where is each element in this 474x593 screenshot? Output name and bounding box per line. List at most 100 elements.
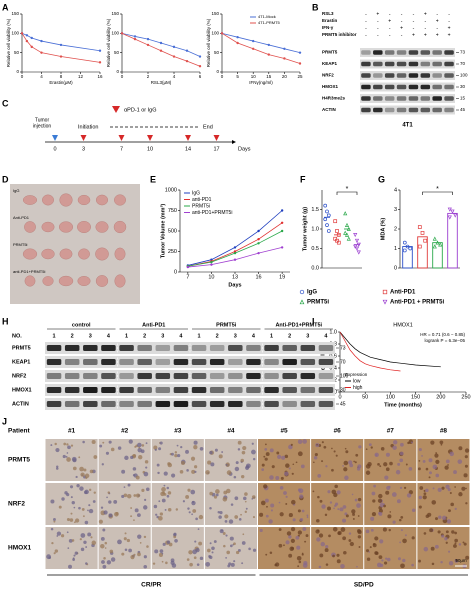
ihc-texture: [240, 458, 245, 463]
ihc-texture: [457, 459, 463, 464]
series-line: [221, 32, 301, 54]
ihc-texture: [373, 484, 377, 488]
ihc-texture: [194, 470, 197, 474]
ihc-texture: [453, 470, 457, 474]
blot-band: [173, 359, 189, 365]
x-axis-label: Days: [228, 282, 241, 288]
blot-background: [360, 105, 455, 115]
ihc-texture: [173, 532, 177, 536]
ihc-texture: [233, 542, 236, 546]
ihc-texture: [392, 520, 396, 524]
blot-band: [384, 73, 395, 78]
tumor: [41, 221, 55, 233]
ihc-texture: [76, 483, 80, 488]
tumor: [113, 220, 127, 234]
ihc-texture: [251, 498, 254, 500]
ihc-texture: [385, 467, 390, 472]
ihc-texture: [324, 548, 329, 553]
day-label: 14: [185, 146, 191, 152]
x-tick-label: 5: [236, 74, 239, 79]
ihc-texture: [190, 489, 196, 495]
lane-label: 2: [71, 333, 74, 339]
y-tick-label: 100: [211, 31, 219, 36]
ihc-texture: [99, 444, 103, 448]
ihc-texture: [269, 448, 274, 453]
ihc-texture: [177, 453, 181, 458]
blot-band: [361, 84, 371, 90]
ihc-texture: [73, 554, 76, 557]
blot-band: [209, 387, 225, 393]
ihc-texture: [123, 486, 126, 488]
blot-band: [137, 387, 152, 393]
blot-band: [228, 387, 243, 393]
ihc-texture: [357, 535, 362, 539]
x-axis-label: RSL3(μM): [151, 80, 172, 85]
treatment-sign: +: [436, 18, 439, 24]
ihc-texture: [90, 536, 93, 539]
panel-label: J: [2, 416, 7, 426]
ihc-texture: [153, 445, 158, 450]
ihc-texture: [133, 519, 135, 521]
ihc-texture: [233, 475, 237, 479]
ihc-texture: [411, 536, 415, 540]
point: [354, 238, 360, 243]
blot-band: [155, 345, 171, 351]
ihc-tile: [45, 483, 98, 525]
ihc-texture: [167, 491, 172, 495]
series-line: [339, 331, 401, 372]
ihc-texture: [297, 451, 303, 457]
significance-bracket: [422, 191, 453, 195]
ihc-texture: [382, 527, 387, 532]
ihc-texture: [187, 507, 190, 510]
ihc-texture: [385, 490, 390, 495]
ihc-texture: [447, 464, 449, 466]
point: [336, 233, 341, 237]
mw-label: 73: [460, 50, 466, 55]
ihc-texture: [299, 494, 304, 499]
ihc-texture: [100, 543, 105, 549]
ihc-texture: [465, 487, 467, 490]
ihc-texture: [168, 542, 173, 547]
ihc-texture: [317, 473, 322, 478]
ihc-texture: [166, 486, 170, 490]
ihc-texture: [93, 455, 98, 459]
tumor: [95, 194, 109, 206]
point: [133, 37, 137, 41]
ihc-texture: [342, 505, 347, 509]
ihc-texture: [50, 444, 53, 447]
ihc-texture: [53, 518, 56, 521]
x-tick-label: 100: [386, 394, 395, 400]
tumor: [42, 194, 54, 206]
y-tick-label: 0.4: [329, 365, 337, 371]
ihc-texture: [343, 467, 348, 472]
ihc-texture: [80, 547, 85, 552]
ihc-texture: [387, 514, 392, 519]
annotation: logrank P = 6.3e−05: [425, 338, 466, 343]
group-label: Anti-PD1: [13, 215, 30, 220]
ihc-texture: [445, 484, 450, 489]
ihc-texture: [275, 562, 280, 567]
ihc-texture: [299, 517, 304, 522]
lane-label: 3: [234, 333, 237, 339]
blot-band: [432, 107, 442, 113]
ihc-texture: [278, 501, 281, 504]
point: [299, 289, 305, 295]
point: [298, 62, 302, 65]
ihc-texture: [368, 551, 371, 553]
x-tick-label: 0: [338, 394, 341, 400]
ihc-texture: [124, 455, 129, 461]
ihc-texture: [225, 557, 227, 559]
ihc-texture: [321, 460, 324, 463]
blot-band: [300, 387, 316, 393]
bar: [417, 236, 428, 269]
ihc-texture: [370, 528, 374, 532]
ihc-texture: [383, 561, 388, 565]
significance-label: *: [436, 186, 439, 193]
ihc-texture: [325, 544, 329, 549]
blot-band: [191, 359, 207, 365]
point: [20, 32, 24, 35]
ihc-texture: [158, 500, 161, 503]
ihc-texture: [70, 512, 73, 515]
event-label: Tumor: [35, 117, 50, 123]
ihc-texture: [425, 467, 429, 471]
